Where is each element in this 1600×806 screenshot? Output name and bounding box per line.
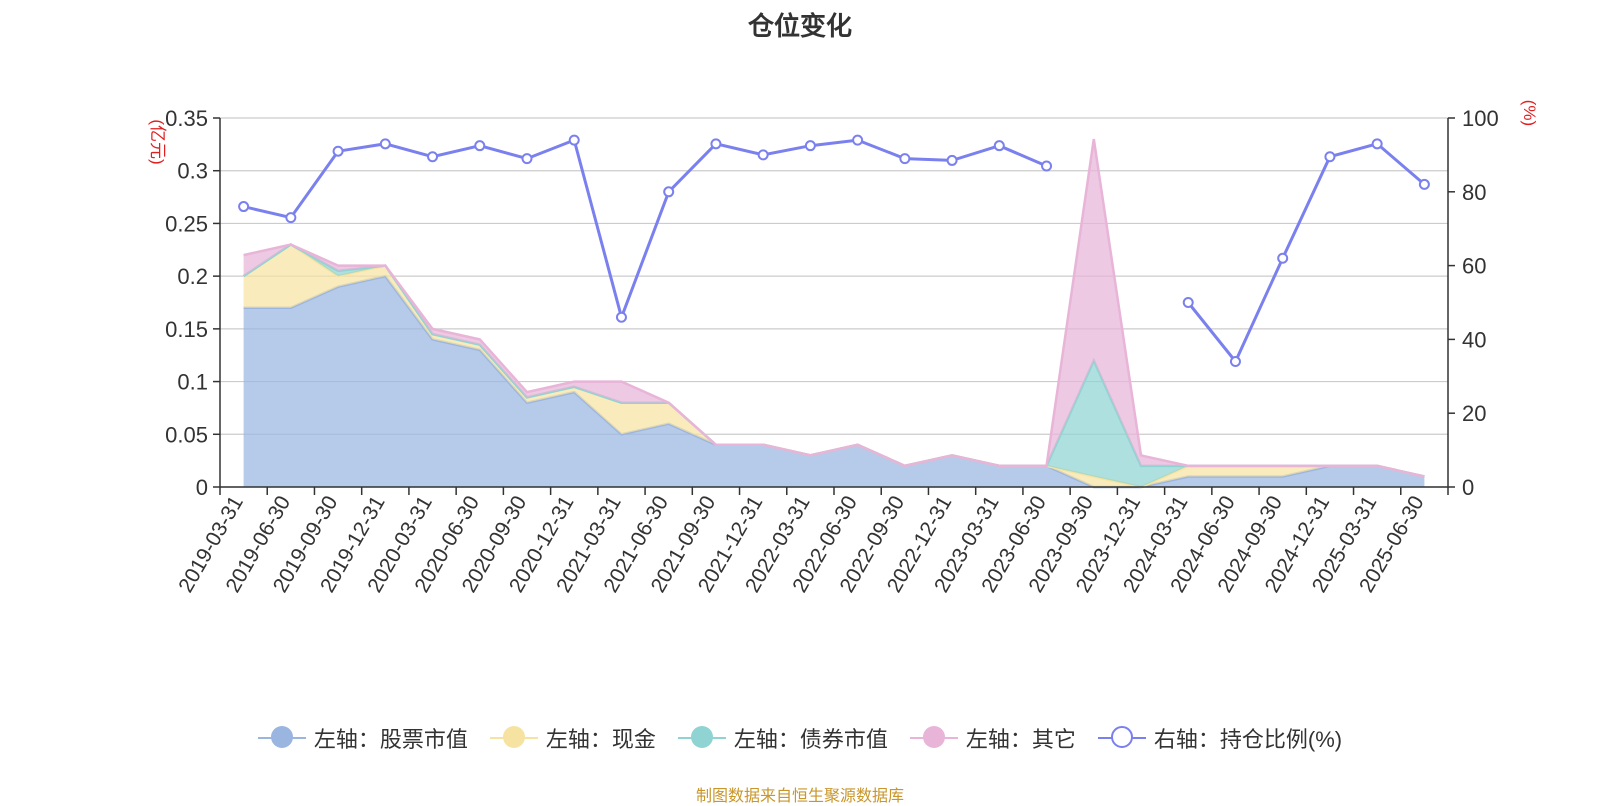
source-note: 制图数据来自恒生聚源数据库: [695, 788, 904, 805]
area-band: [243, 276, 1425, 487]
legend-swatch-icon: [1097, 726, 1146, 750]
area-series: [242, 138, 1425, 489]
left-tick-label: 0.3: [177, 159, 208, 184]
ratio-point: [1277, 252, 1289, 264]
ratio-point: [285, 212, 297, 224]
legend-label: 左轴：其它: [965, 727, 1076, 752]
ratio-point: [1041, 160, 1053, 172]
ratio-point: [474, 140, 486, 152]
left-tick-label: 0: [196, 475, 208, 500]
ratio-point: [946, 154, 958, 166]
ratio-point: [1229, 356, 1241, 368]
ratio-point: [615, 311, 627, 323]
line-series: [238, 134, 1430, 368]
ratio-point: [427, 151, 439, 163]
legend-swatch-icon: [489, 726, 538, 750]
legend-item[interactable]: 右轴：持仓比例(%): [1097, 722, 1343, 754]
right-tick-label: 60: [1462, 254, 1486, 279]
legend-label: 左轴：股票市值: [313, 727, 468, 752]
ratio-point: [568, 134, 580, 146]
right-tick-label: 0: [1462, 475, 1474, 500]
right-axis-unit: (%): [1520, 100, 1539, 126]
ratio-point: [757, 149, 769, 161]
legend-swatch-icon: [257, 726, 306, 750]
ratio-point: [1182, 297, 1194, 308]
ratio-point: [1418, 178, 1430, 190]
legend-label: 左轴：现金: [545, 727, 656, 752]
ratio-point: [1324, 151, 1336, 163]
ratio-point: [379, 138, 391, 150]
right-tick-label: 80: [1462, 180, 1486, 205]
left-tick-label: 0.2: [177, 264, 208, 289]
right-tick-label: 20: [1462, 401, 1486, 426]
ratio-point: [804, 140, 816, 152]
area-band: [243, 139, 1425, 477]
legend-label: 右轴：持仓比例(%): [1153, 727, 1343, 752]
legend-label: 左轴：债券市值: [733, 727, 888, 752]
legend: 左轴：股票市值 左轴：现金 左轴：债券市值 左轴：其它 右轴：持仓比例(%): [0, 722, 1600, 754]
left-tick-label: 0.1: [177, 370, 208, 395]
legend-swatch-icon: [677, 726, 726, 750]
left-axis-unit: (亿元): [148, 119, 167, 164]
ratio-point: [852, 134, 864, 146]
chart-title: 仓位变化: [747, 11, 852, 41]
legend-item[interactable]: 左轴：其它: [909, 722, 1076, 754]
ratio-line: [243, 138, 1426, 365]
left-tick-label: 0.15: [165, 317, 208, 342]
ratio-point: [710, 138, 722, 150]
ratio-point: [993, 140, 1005, 152]
right-tick-label: 40: [1462, 327, 1486, 352]
legend-item[interactable]: 左轴：股票市值: [257, 722, 468, 754]
ratio-point: [1371, 138, 1383, 150]
area-top-line: [243, 138, 1425, 478]
legend-item[interactable]: 左轴：债券市值: [677, 722, 888, 754]
left-tick-label: 0.25: [165, 211, 208, 236]
ratio-point: [899, 153, 911, 165]
ratio-point: [238, 201, 250, 213]
right-tick-label: 100: [1462, 106, 1499, 131]
ratio-point: [521, 153, 533, 165]
left-tick-label: 0.35: [165, 106, 208, 131]
ratio-point: [663, 186, 675, 198]
left-tick-label: 0.05: [165, 422, 208, 447]
ratio-point: [332, 145, 344, 157]
legend-item[interactable]: 左轴：现金: [489, 722, 656, 754]
legend-swatch-icon: [909, 726, 958, 750]
